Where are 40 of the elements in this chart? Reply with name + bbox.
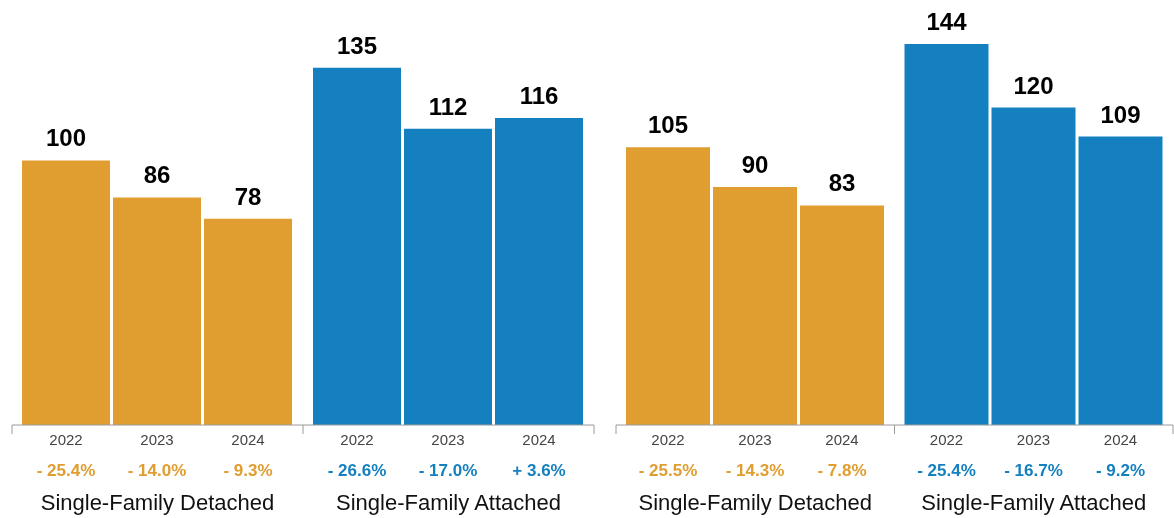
data-label: 86 bbox=[143, 161, 171, 189]
text: - 17.0% bbox=[418, 460, 478, 480]
text: - 14.0% bbox=[127, 460, 187, 480]
text: - 16.7% bbox=[1004, 460, 1063, 480]
data-label: 135 bbox=[336, 31, 378, 59]
data-label: 90 bbox=[741, 150, 769, 178]
data-label: 109 bbox=[1100, 100, 1141, 128]
text: - 9.3% bbox=[223, 460, 273, 480]
x-tick-label: Single-Family Attached bbox=[336, 489, 561, 515]
series-label: 2024 bbox=[231, 430, 265, 448]
text: 2023 bbox=[1016, 430, 1051, 448]
text: - 14.3% bbox=[725, 460, 785, 480]
data-label: 116 bbox=[519, 82, 559, 110]
series-label: 2022 bbox=[49, 430, 83, 448]
x-tick-label: Single-Family Detached bbox=[638, 489, 873, 515]
series-label: 2023 bbox=[140, 430, 174, 448]
text: - 25.5% bbox=[638, 460, 698, 480]
text: 2024 bbox=[1103, 430, 1138, 448]
data-label: 100 bbox=[45, 124, 87, 152]
series-label: 2024 bbox=[825, 430, 859, 448]
x-tick-label: Single-Family Attached bbox=[921, 489, 1147, 515]
data-label: 144 bbox=[926, 8, 968, 35]
text: - 26.6% bbox=[327, 460, 387, 480]
data-label: 83 bbox=[828, 169, 856, 197]
text: - 9.2% bbox=[1095, 460, 1146, 480]
text: 2022 bbox=[340, 430, 374, 448]
text: - 25.4% bbox=[917, 460, 976, 480]
text: - 7.8% bbox=[817, 460, 867, 480]
data-label: 120 bbox=[1013, 71, 1054, 99]
text: 2023 bbox=[431, 430, 465, 448]
data-label: 78 bbox=[234, 182, 262, 210]
x-tick-label: Single-Family Detached bbox=[40, 489, 275, 515]
series-label: 2023 bbox=[738, 430, 772, 448]
data-label: 112 bbox=[428, 92, 468, 120]
text: + 3.6% bbox=[512, 460, 566, 480]
data-label: 105 bbox=[647, 111, 689, 139]
text: 2022 bbox=[929, 430, 964, 448]
text: 2024 bbox=[522, 430, 556, 448]
text: - 25.4% bbox=[36, 460, 96, 480]
series-label: 2022 bbox=[651, 430, 685, 448]
